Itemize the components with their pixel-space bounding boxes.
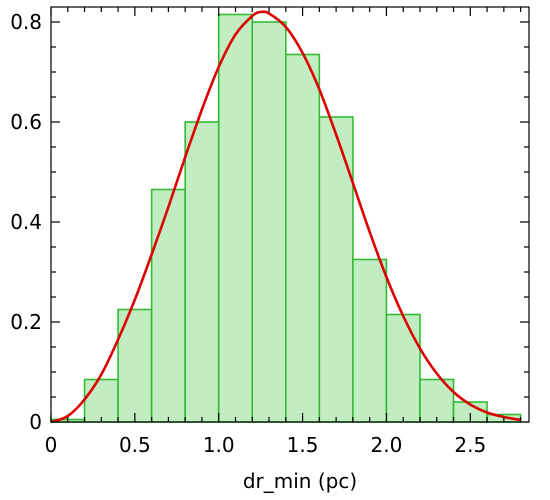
y-tick-label-3: 0.6 [10, 110, 42, 134]
tick-labels-layer: 0 0.5 1.0 1.5 2.0 2.5 0 0.2 0.4 0.6 0.8 [10, 10, 486, 457]
histogram-bar-1 [83, 378, 119, 423]
ticks-layer [50, 7, 529, 423]
histogram-bar-4 [184, 121, 220, 423]
y-tick-label-0: 0 [29, 410, 42, 434]
fit-curve [50, 10, 521, 424]
histogram-bar-6 [251, 21, 287, 423]
histogram-bar-9 [352, 258, 388, 423]
bars-layer [50, 13, 522, 423]
x-tick-label-3: 1.5 [287, 433, 319, 457]
plot-frame [50, 6, 530, 423]
histogram-bar-7 [285, 53, 321, 423]
histogram-bar-8 [318, 116, 354, 423]
histogram-bar-5 [217, 13, 254, 423]
histogram-bar-10 [385, 313, 421, 423]
x-tick-label-1: 0.5 [119, 433, 151, 457]
x-tick-label-4: 2.0 [371, 433, 403, 457]
x-tick-label-5: 2.5 [454, 433, 486, 457]
x-tick-label-0: 0 [45, 433, 58, 457]
y-tick-label-1: 0.2 [10, 310, 42, 334]
x-axis-label: dr_min (pc) [243, 469, 357, 493]
histogram-bar-3 [150, 188, 186, 423]
y-tick-label-2: 0.4 [10, 210, 42, 234]
x-tick-label-2: 1.0 [203, 433, 235, 457]
y-tick-label-4: 0.8 [10, 10, 42, 34]
